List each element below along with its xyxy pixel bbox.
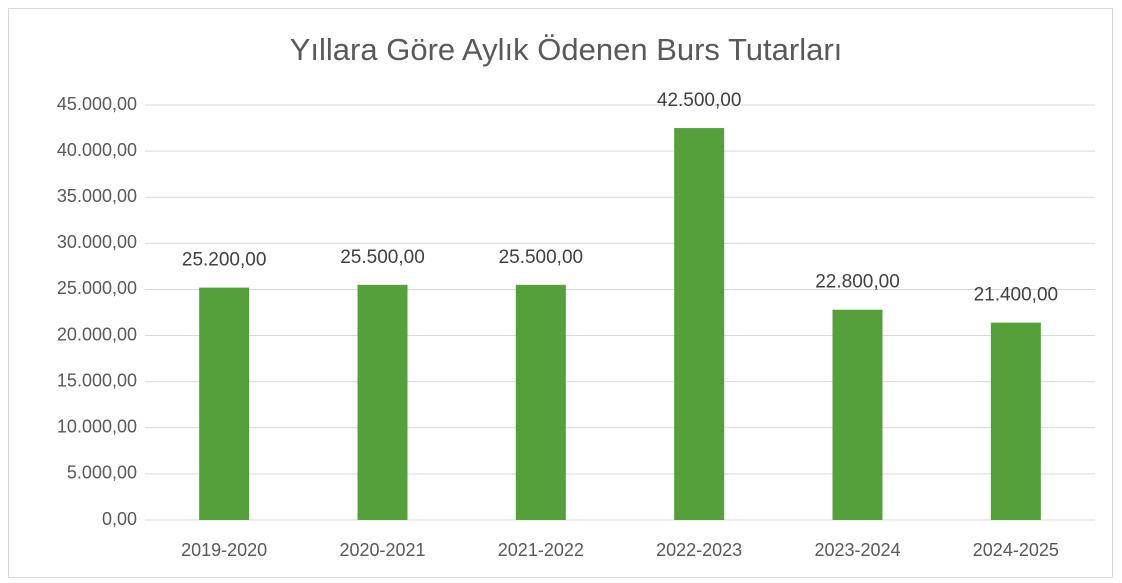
data-label: 25.500,00 <box>340 247 425 268</box>
y-tick-label: 35.000,00 <box>57 186 137 206</box>
data-label: 42.500,00 <box>657 90 742 111</box>
y-tick-label: 30.000,00 <box>57 232 137 252</box>
chart-title: Yıllara Göre Aylık Ödenen Burs Tutarları <box>290 32 843 67</box>
y-tick-label: 25.000,00 <box>57 278 137 298</box>
x-tick-label: 2023-2024 <box>814 540 900 560</box>
y-tick-label: 20.000,00 <box>57 324 137 344</box>
bar <box>832 309 883 520</box>
y-tick-label: 10.000,00 <box>57 417 137 437</box>
data-label: 21.400,00 <box>974 285 1059 306</box>
bar <box>357 284 408 520</box>
y-tick-label: 5.000,00 <box>67 463 137 483</box>
bar <box>515 284 566 520</box>
y-tick-label: 15.000,00 <box>57 370 137 390</box>
bar <box>990 322 1041 520</box>
x-tick-label: 2020-2021 <box>339 540 425 560</box>
bar <box>674 128 725 521</box>
x-tick-label: 2021-2022 <box>498 540 584 560</box>
y-tick-label: 40.000,00 <box>57 140 137 160</box>
data-label: 25.500,00 <box>499 247 584 268</box>
x-tick-label: 2024-2025 <box>973 540 1059 560</box>
data-label: 25.200,00 <box>182 250 267 271</box>
x-tick-label: 2019-2020 <box>181 540 267 560</box>
y-tick-label: 0,00 <box>102 509 137 529</box>
data-label: 22.800,00 <box>815 272 900 293</box>
bar <box>199 287 250 520</box>
y-tick-label: 45.000,00 <box>57 94 137 114</box>
x-tick-label: 2022-2023 <box>656 540 742 560</box>
